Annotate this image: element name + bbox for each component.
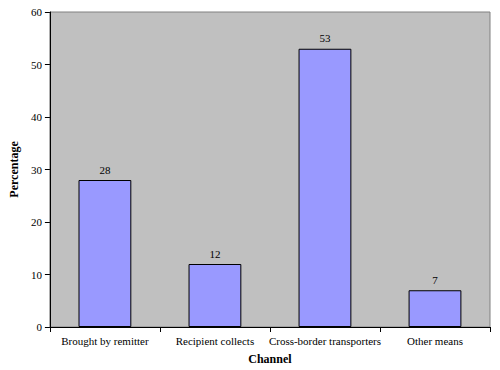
svg-text:10: 10 (31, 269, 43, 281)
svg-text:60: 60 (31, 6, 43, 18)
svg-text:40: 40 (31, 111, 43, 123)
svg-text:0: 0 (36, 321, 42, 333)
svg-text:7: 7 (432, 274, 438, 286)
svg-text:30: 30 (31, 164, 43, 176)
svg-text:Channel: Channel (248, 352, 292, 366)
svg-text:Recipient collects: Recipient collects (176, 335, 255, 347)
svg-text:28: 28 (99, 164, 111, 176)
svg-text:Brought by remitter: Brought by remitter (61, 335, 149, 347)
svg-text:50: 50 (31, 59, 43, 71)
svg-text:53: 53 (319, 32, 331, 44)
svg-text:12: 12 (209, 248, 220, 260)
svg-text:Percentage: Percentage (7, 141, 21, 198)
svg-text:Cross-border transporters: Cross-border transporters (269, 335, 381, 347)
svg-text:20: 20 (31, 216, 43, 228)
svg-text:Other means: Other means (407, 335, 463, 347)
